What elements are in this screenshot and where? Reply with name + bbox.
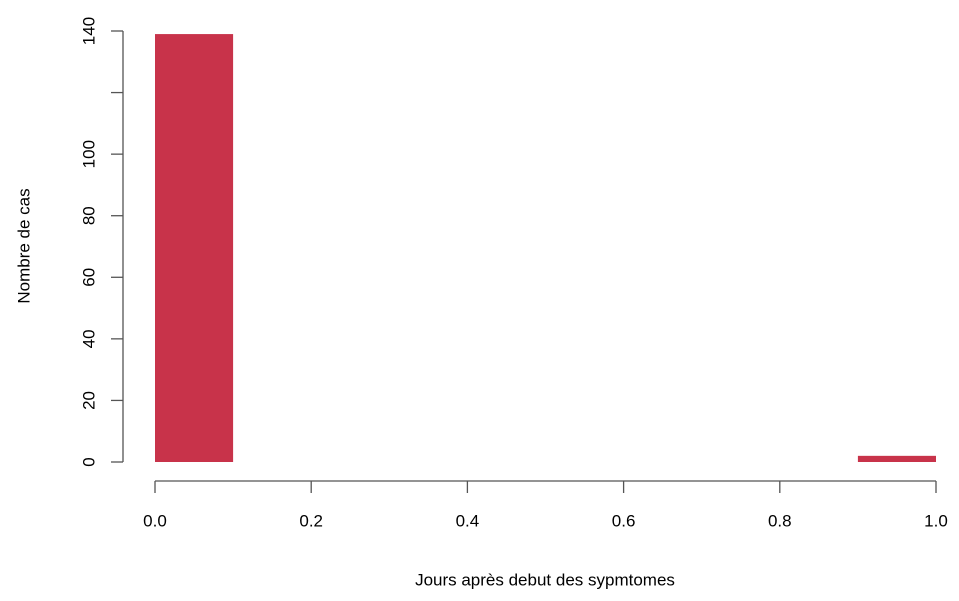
x-tick-label: 1.0	[924, 511, 948, 530]
bar	[857, 455, 936, 462]
bar	[155, 34, 234, 462]
x-tick-label: 0.8	[768, 511, 792, 530]
y-tick-label: 60	[79, 268, 98, 287]
x-tick-label: 0.0	[143, 511, 167, 530]
y-tick-label: 20	[79, 391, 98, 410]
x-tick-label: 0.4	[456, 511, 480, 530]
x-axis-title: Jours après debut des sypmtomes	[415, 570, 675, 589]
y-axis-title: Nombre de cas	[14, 188, 33, 303]
y-tick-label: 0	[79, 457, 98, 466]
x-tick-label: 0.2	[299, 511, 323, 530]
y-tick-label: 40	[79, 329, 98, 348]
y-tick-label: 80	[79, 206, 98, 225]
y-tick-label: 140	[79, 17, 98, 45]
y-tick-label: 100	[79, 140, 98, 168]
x-tick-label: 0.6	[612, 511, 636, 530]
